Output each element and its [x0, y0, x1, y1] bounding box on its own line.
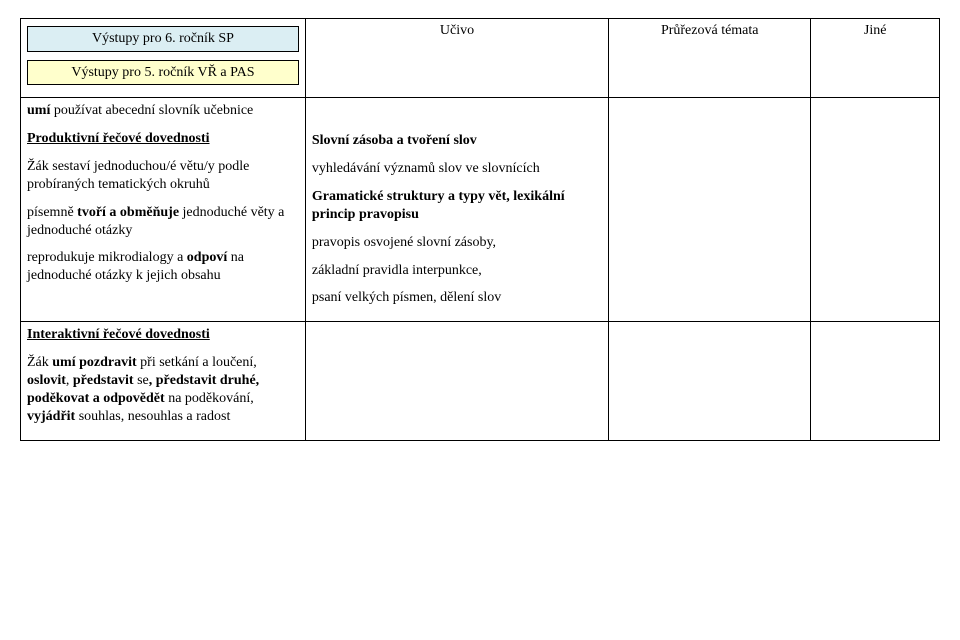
text: , — [66, 373, 73, 388]
cell-jine-empty — [811, 322, 940, 441]
text: souhlas, nesouhlas a radost — [75, 409, 230, 424]
text: Žák — [27, 355, 52, 370]
hdr-ucivo: Učivo — [305, 19, 608, 98]
heading-interaktivni: Interaktivní řečové dovednosti — [27, 326, 299, 344]
ucivo-h1: Slovní zásoba a tvoření slov — [312, 132, 602, 150]
hdr-outputs: Výstupy pro 6. ročník SP Výstupy pro 5. … — [21, 19, 306, 98]
cell-ucivo: Slovní zásoba a tvoření slov vyhledávání… — [305, 98, 608, 322]
table-row: umí používat abecední slovník učebnice P… — [21, 98, 940, 322]
out-p3: písemně tvoří a obměňuje jednoduché věty… — [27, 204, 299, 240]
ucivo-p2: pravopis osvojené slovní zásoby, — [312, 234, 602, 252]
text: písemně — [27, 205, 77, 220]
ucivo-p4: psaní velkých písmen, dělení slov — [312, 289, 602, 307]
text: se — [134, 373, 149, 388]
cell-pt-empty — [609, 322, 811, 441]
text: oslovit — [27, 373, 66, 388]
box-sp: Výstupy pro 6. ročník SP — [27, 26, 299, 52]
cell-outputs-interactive: Interaktivní řečové dovednosti Žák umí p… — [21, 322, 306, 441]
ucivo-p1: vyhledávání významů slov ve slovnících — [312, 160, 602, 178]
table-row: Interaktivní řečové dovednosti Žák umí p… — [21, 322, 940, 441]
out-p1: umí používat abecední slovník učebnice — [27, 102, 299, 120]
text: na poděkování, — [165, 391, 254, 406]
text: umí — [27, 103, 50, 118]
text: vyjádřit — [27, 409, 75, 424]
out-p4: reprodukuje mikrodialogy a odpoví na jed… — [27, 249, 299, 285]
cell-ucivo-empty — [305, 322, 608, 441]
out-p2: Žák sestaví jednoduchou/é větu/y podle p… — [27, 158, 299, 194]
text: používat abecední slovník učebnice — [50, 103, 253, 118]
box-vr: Výstupy pro 5. ročník VŘ a PAS — [27, 60, 299, 86]
text: odpoví — [187, 250, 227, 265]
cell-jine — [811, 98, 940, 322]
hdr-jine: Jiné — [811, 19, 940, 98]
cell-pt — [609, 98, 811, 322]
ucivo-p3: základní pravidla interpunkce, — [312, 262, 602, 280]
text: umí pozdravit — [52, 355, 136, 370]
text: tvoří a obměňuje — [77, 205, 179, 220]
ucivo-h2: Gramatické struktury a typy vět, lexikál… — [312, 188, 602, 224]
curriculum-table: Výstupy pro 6. ročník SP Výstupy pro 5. … — [20, 18, 940, 441]
out-interactive-p: Žák umí pozdravit při setkání a loučení,… — [27, 354, 299, 426]
cell-outputs: umí používat abecední slovník učebnice P… — [21, 98, 306, 322]
hdr-pt: Průřezová témata — [609, 19, 811, 98]
heading-produktivni: Produktivní řečové dovednosti — [27, 130, 299, 148]
text: představit — [73, 373, 134, 388]
text: při setkání a loučení, — [137, 355, 257, 370]
page: Výstupy pro 6. ročník SP Výstupy pro 5. … — [0, 0, 960, 459]
text: reprodukuje mikrodialogy a — [27, 250, 187, 265]
